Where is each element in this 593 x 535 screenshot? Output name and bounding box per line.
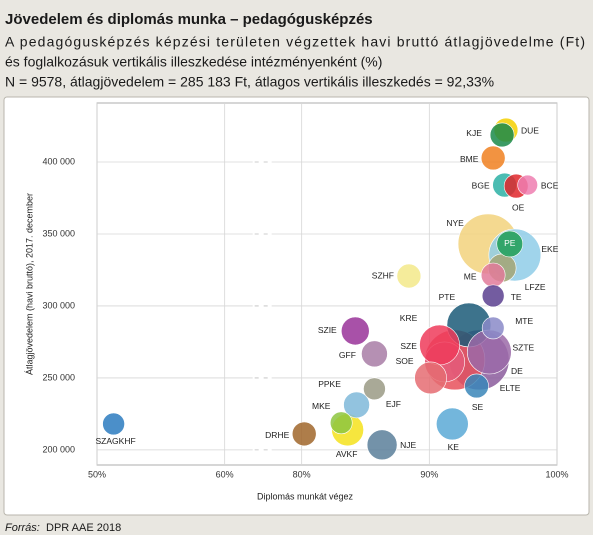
chart-title: Jövedelem és diplomás munka – pedagógusk… — [5, 11, 373, 28]
bubble-label: NYE — [446, 218, 464, 228]
bubble — [343, 391, 370, 419]
bubble-label: KRE — [400, 313, 418, 323]
bubble — [329, 411, 353, 435]
chart-subtitle: A pedagógusképzés képzési területen végz… — [5, 34, 585, 50]
bubble-label: EJF — [386, 399, 401, 409]
bubble-label: AVKF — [336, 449, 358, 459]
bubble — [517, 174, 538, 196]
bubble-label: ELTE — [500, 383, 521, 393]
bubble-label: PE — [504, 238, 516, 248]
bubble-label: GFF — [339, 350, 356, 360]
bubble-label: MTE — [515, 316, 533, 326]
bubble — [419, 324, 460, 366]
x-tick-label: 50% — [88, 469, 106, 479]
y-axis-label: Átlagjövedelem (havi bruttó), 2017. dece… — [24, 193, 34, 375]
bubble — [361, 340, 388, 368]
bubble-label: SZIE — [318, 325, 337, 335]
x-tick-label: 90% — [420, 469, 438, 479]
bubble-label: MKE — [312, 401, 331, 411]
bubble-label: TE — [511, 292, 522, 302]
bubble-label: NJE — [400, 440, 416, 450]
bubble-label: BME — [460, 154, 479, 164]
bubble — [481, 316, 505, 340]
bubble-label: DRHE — [265, 430, 289, 440]
x-tick-label: 100% — [545, 469, 568, 479]
bubble-label: SZTE — [512, 342, 534, 352]
bubble-label: SZE — [400, 341, 417, 351]
bubble — [102, 412, 125, 436]
bubble — [291, 421, 317, 447]
bubble-label: DE — [511, 366, 523, 376]
bubble — [480, 145, 506, 171]
bubble-label: ME — [464, 271, 477, 281]
bubble-label: LFZE — [525, 282, 546, 292]
bubble-label: BGE — [472, 180, 490, 190]
bubble — [396, 263, 422, 289]
x-tick-label: 60% — [216, 469, 234, 479]
bubble — [489, 122, 515, 148]
y-tick-label: 200 000 — [42, 444, 75, 454]
bubble — [496, 230, 524, 258]
x-axis-label: Diplomás munkát végez — [257, 491, 354, 501]
bubble — [414, 361, 447, 395]
bubble-label: OE — [512, 202, 525, 212]
bubble — [464, 373, 489, 399]
bubble-label: DUE — [521, 125, 539, 135]
bubble — [363, 377, 386, 401]
bubble — [340, 316, 370, 346]
bubble — [436, 407, 469, 441]
bubble-label: PTE — [439, 292, 456, 302]
bubble — [366, 429, 398, 461]
source: DPR AAE 2018 — [46, 522, 121, 534]
bubble-label: SZHF — [372, 270, 394, 280]
y-tick-label: 300 000 — [42, 300, 75, 310]
chart-subtitle: és foglalkozásuk vertikális illeszkedése… — [5, 54, 382, 70]
bubble-label: EKE — [541, 244, 558, 254]
bubble-label: KE — [448, 442, 460, 452]
bubble — [480, 262, 506, 288]
bubble — [481, 284, 505, 308]
x-tick-label: 80% — [293, 469, 311, 479]
y-tick-label: 400 000 — [42, 156, 75, 166]
bubble-label: KJE — [466, 128, 482, 138]
y-tick-label: 350 000 — [42, 228, 75, 238]
bubble-label: PPKE — [318, 379, 341, 389]
chart-note: N = 9578, átlagjövedelem = 285 183 Ft, á… — [5, 74, 494, 90]
bubble-label: SZAGKHF — [96, 436, 136, 446]
bubble-label: BCE — [541, 180, 559, 190]
bubble-label: SOE — [396, 356, 414, 366]
bubble-label: SE — [472, 402, 484, 412]
y-tick-label: 250 000 — [42, 372, 75, 382]
source-label: Forrás: — [5, 522, 40, 534]
